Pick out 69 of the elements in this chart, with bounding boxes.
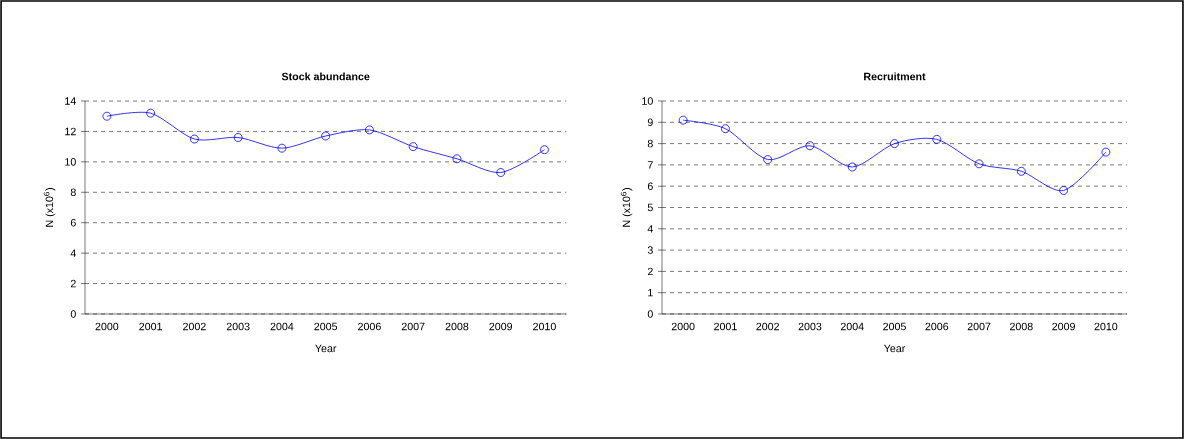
point — [277, 143, 287, 153]
point — [932, 134, 942, 144]
point — [102, 111, 112, 121]
y-tick-label: 1 — [648, 289, 653, 297]
x-tick-label: 2005 — [883, 322, 906, 331]
y-tick-label: 3 — [647, 246, 653, 254]
x-tick-label: 2006 — [925, 322, 949, 331]
point — [233, 133, 243, 142]
y-tick-label: 8 — [647, 139, 653, 148]
y-tick-label: 0 — [70, 310, 76, 318]
point — [1101, 147, 1111, 157]
point — [190, 134, 199, 144]
x-tick-label: 2003 — [798, 322, 822, 331]
y-tick-label: 6 — [647, 182, 653, 190]
x-tick-label: 2005 — [314, 322, 338, 331]
y-tick-label: 5 — [647, 203, 653, 212]
x-tick-label: 2010 — [1094, 322, 1118, 331]
y-tick-label: 12 — [65, 127, 76, 136]
x-tick-label: 2003 — [226, 322, 250, 331]
point — [763, 155, 773, 164]
x-tick-label: 2004 — [270, 322, 294, 331]
x-tick-label: 2007 — [967, 322, 991, 331]
y-axis-title: N (x10$^{6}$) — [620, 188, 633, 227]
point — [805, 141, 815, 151]
y-tick-label: 6 — [70, 218, 76, 227]
point — [1016, 166, 1026, 176]
x-tick-label: 2010 — [533, 322, 556, 331]
x-tick-label: 2008 — [445, 322, 469, 331]
point — [365, 125, 374, 135]
point — [678, 115, 688, 125]
x-axis-title: Year — [883, 344, 906, 353]
y-tick-label: 2 — [70, 279, 76, 288]
x-tick-label: 2000 — [671, 322, 695, 331]
y-tick-label: 14 — [65, 97, 76, 105]
x-tick-label: 2001 — [714, 322, 737, 331]
point — [1059, 186, 1068, 195]
point — [321, 131, 331, 141]
x-tick-label: 2007 — [401, 322, 425, 331]
y-tick-label: 4 — [70, 249, 76, 257]
x-tick-label: 2004 — [840, 322, 864, 331]
point — [540, 145, 549, 155]
y-tick-label: 7 — [647, 161, 653, 169]
point — [496, 168, 506, 177]
y-axis-title: N (x10$^{6}$) — [43, 188, 56, 227]
y-tick-label: 2 — [647, 267, 653, 276]
y-tick-label: 4 — [647, 225, 653, 233]
x-tick-label: 2006 — [358, 322, 381, 331]
x-tick-label: 2009 — [489, 322, 513, 331]
x-tick-label: 2000 — [95, 322, 119, 331]
y-tick-label: 10 — [642, 97, 653, 105]
y-tick-label: 9 — [647, 118, 653, 127]
x-tick-label: 2002 — [756, 322, 780, 331]
point — [146, 108, 156, 118]
x-tick-label: 2001 — [139, 322, 162, 331]
y-tick-label: 8 — [70, 188, 76, 197]
x-tick-label: 2002 — [183, 322, 206, 331]
point — [974, 159, 984, 169]
point — [452, 154, 462, 164]
point — [890, 139, 899, 148]
point — [408, 142, 418, 152]
point — [847, 162, 857, 172]
point — [721, 124, 730, 134]
y-tick-label: 0 — [647, 310, 653, 318]
chart-title: Stock abundance — [281, 72, 370, 81]
x-tick-label: 2009 — [1052, 322, 1075, 331]
x-axis-title: Year — [315, 344, 337, 353]
y-tick-label: 10 — [65, 158, 76, 166]
chart-title: Recruitment — [864, 72, 926, 81]
x-tick-label: 2008 — [1010, 322, 1033, 331]
